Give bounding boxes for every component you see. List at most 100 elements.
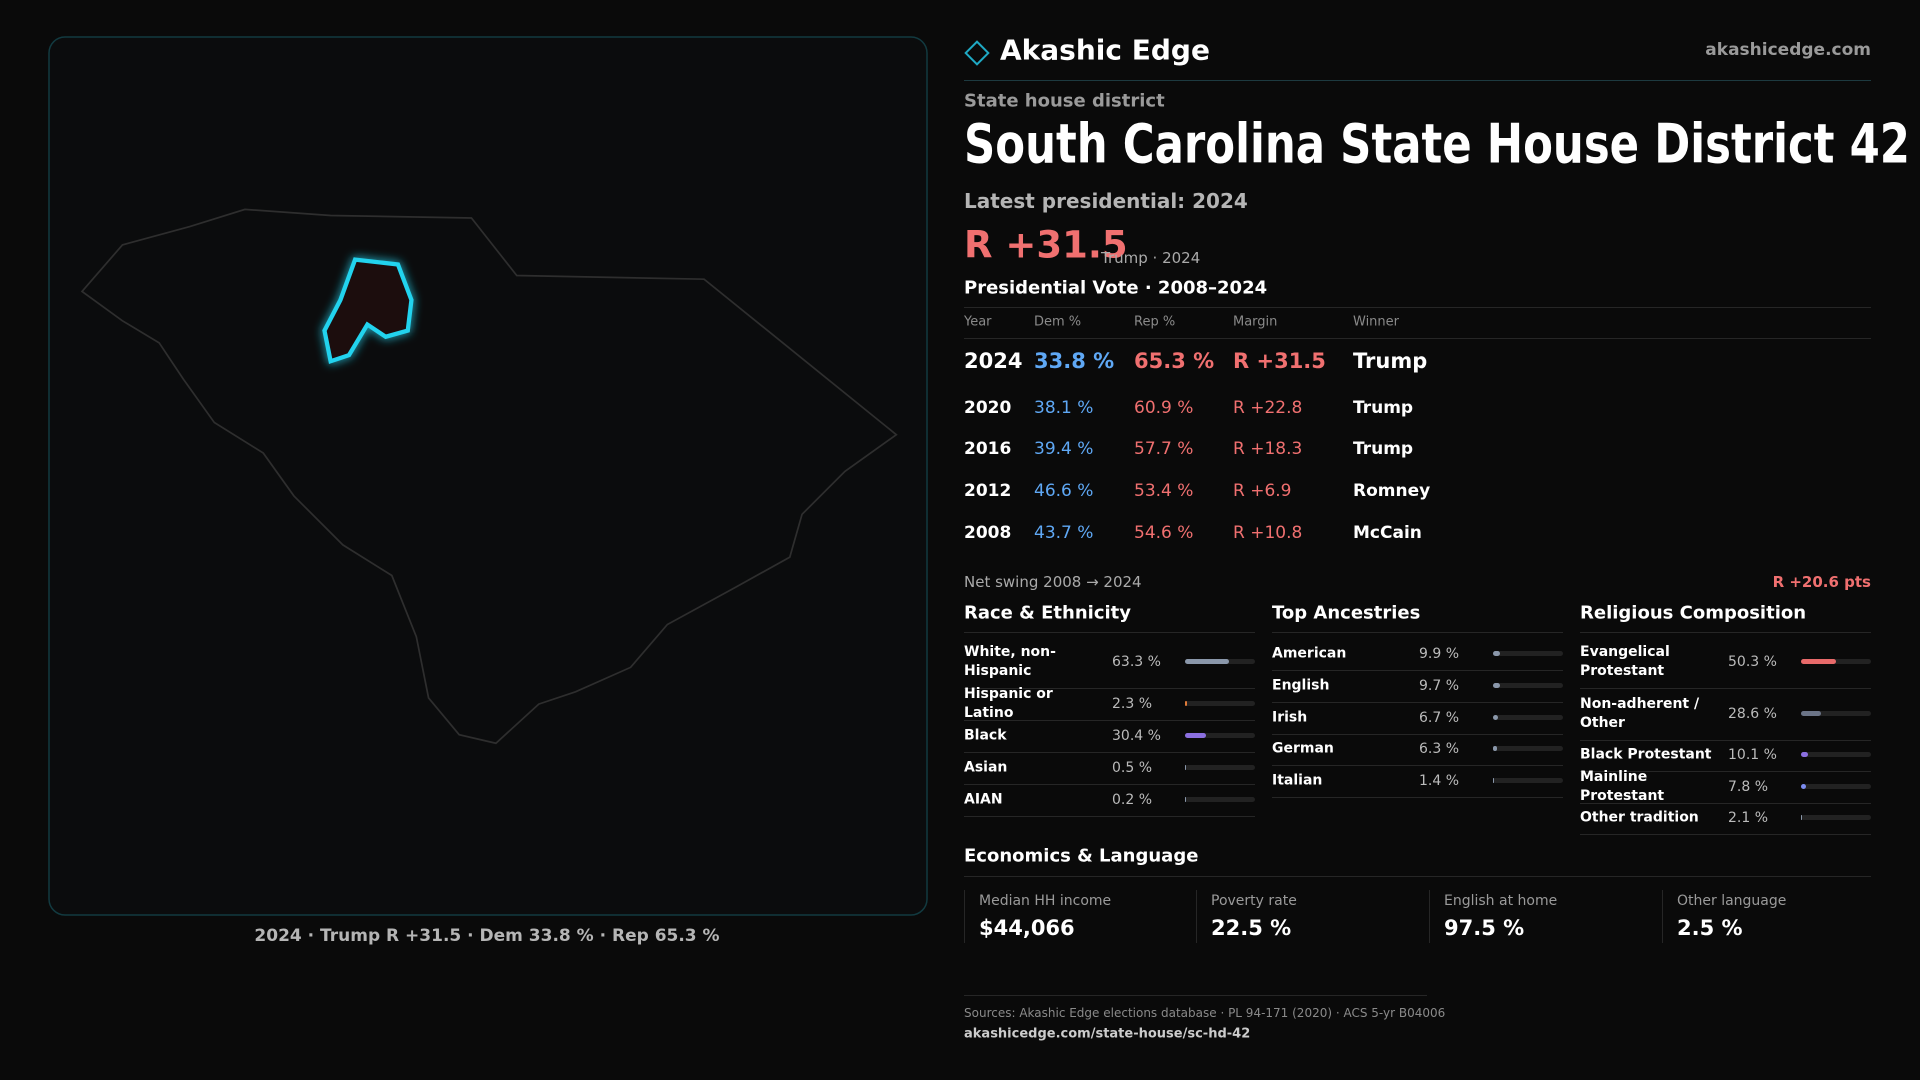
bar [1801,784,1807,789]
card-value: 2.5 % [1677,916,1743,940]
vote-cell: Romney [1353,481,1431,501]
bar [1801,752,1809,757]
card-border [1662,890,1663,943]
card-value: 97.5 % [1444,916,1525,940]
divider [1272,632,1563,633]
divider [964,720,1255,721]
row-value: 7.8 % [1728,779,1769,795]
latest-label: Latest presidential: 2024 [964,189,1248,213]
row-value: 0.2 % [1112,792,1153,808]
divider [964,876,1871,877]
vote-cell: 2008 [964,523,1012,543]
row-value: 10.1 % [1728,747,1777,763]
row-label: Evangelical Protestant [1580,644,1670,679]
card-label: Other language [1677,893,1787,909]
row-value: 50.3 % [1728,654,1777,670]
bar-track [1493,715,1563,720]
row-label: Other tradition [1580,809,1699,826]
vote-cell: 33.8 % [1034,349,1115,373]
card-border [964,890,965,943]
bar [1493,651,1500,656]
divider [964,80,1871,81]
row-value: 1.4 % [1419,773,1460,789]
bar-track [1185,733,1255,738]
card-value: 22.5 % [1211,916,1292,940]
vote-cell: 54.6 % [1134,523,1194,543]
section-title: Economics & Language [964,845,1199,867]
divider [1580,632,1871,633]
map-panel [48,36,928,916]
bar-track [1801,815,1871,820]
bar [1185,659,1230,664]
vote-cell: R +10.8 [1233,523,1303,543]
divider [1272,765,1563,766]
bar-track [1493,746,1563,751]
row-value: 0.5 % [1112,760,1153,776]
swing-value: R +20.6 pts [1772,573,1871,591]
vote-cell: 2016 [964,439,1012,459]
column-header: Winner [1353,314,1400,330]
vote-cell: Trump [1353,398,1414,418]
vote-cell: R +6.9 [1233,481,1292,501]
divider [964,816,1255,817]
section-title: Race & Ethnicity [964,602,1131,624]
bar-track [1801,784,1871,789]
logo [964,40,990,66]
divider [964,995,1427,996]
bar-track [1493,778,1563,783]
footer-url: akashicedge.com/state-house/sc-hd-42 [964,1026,1251,1042]
divider [1580,688,1871,689]
margin-headline: R +31.5 [964,223,1128,267]
row-value: 2.1 % [1728,810,1769,826]
district-title: South Carolina State House District 42 [964,113,1910,176]
vote-cell: R +18.3 [1233,439,1303,459]
row-value: 6.3 % [1419,741,1460,757]
site-url: akashicedge.com [1705,40,1871,60]
row-label: Black Protestant [1580,746,1712,763]
divider [964,784,1255,785]
row-value: 6.7 % [1419,710,1460,726]
row-label: Black [964,727,1007,744]
vote-cell: Trump [1353,439,1414,459]
bar-track [1185,701,1255,706]
divider [1580,740,1871,741]
row-value: 2.3 % [1112,696,1153,712]
card-label: Poverty rate [1211,893,1297,909]
vote-cell: R +22.8 [1233,398,1303,418]
row-label: AIAN [964,791,1003,808]
bar [1493,746,1498,751]
bar [1493,715,1498,720]
brand: Akashic Edge [1000,33,1210,67]
column-header: Margin [1233,314,1278,330]
margin-note: Trump · 2024 [1101,249,1201,267]
bar [1801,815,1803,820]
bar [1801,659,1837,664]
vote-cell: 2012 [964,481,1012,501]
card-border [1429,890,1430,943]
votes-title: Presidential Vote · 2008–2024 [964,277,1268,299]
vote-cell: 43.7 % [1034,523,1094,543]
divider [1580,803,1871,804]
divider [1580,834,1871,835]
vote-cell: R +31.5 [1233,349,1326,373]
vote-cell: 65.3 % [1134,349,1215,373]
district-outline [322,257,414,365]
bar [1493,683,1500,688]
bar-track [1185,797,1255,802]
row-label: Non-adherent / Other [1580,696,1700,731]
vote-cell: 46.6 % [1034,481,1094,501]
row-value: 28.6 % [1728,706,1777,722]
row-label: Italian [1272,772,1323,789]
bar [1493,778,1494,783]
bar [1185,733,1207,738]
district-kind: State house district [964,90,1165,112]
bar-track [1185,765,1255,770]
row-label: Hispanic or Latino [964,686,1053,721]
vote-cell: 2020 [964,398,1012,418]
vote-cell: 60.9 % [1134,398,1194,418]
vote-cell: 39.4 % [1034,439,1094,459]
divider [1272,702,1563,703]
vote-cell: Trump [1353,349,1428,373]
